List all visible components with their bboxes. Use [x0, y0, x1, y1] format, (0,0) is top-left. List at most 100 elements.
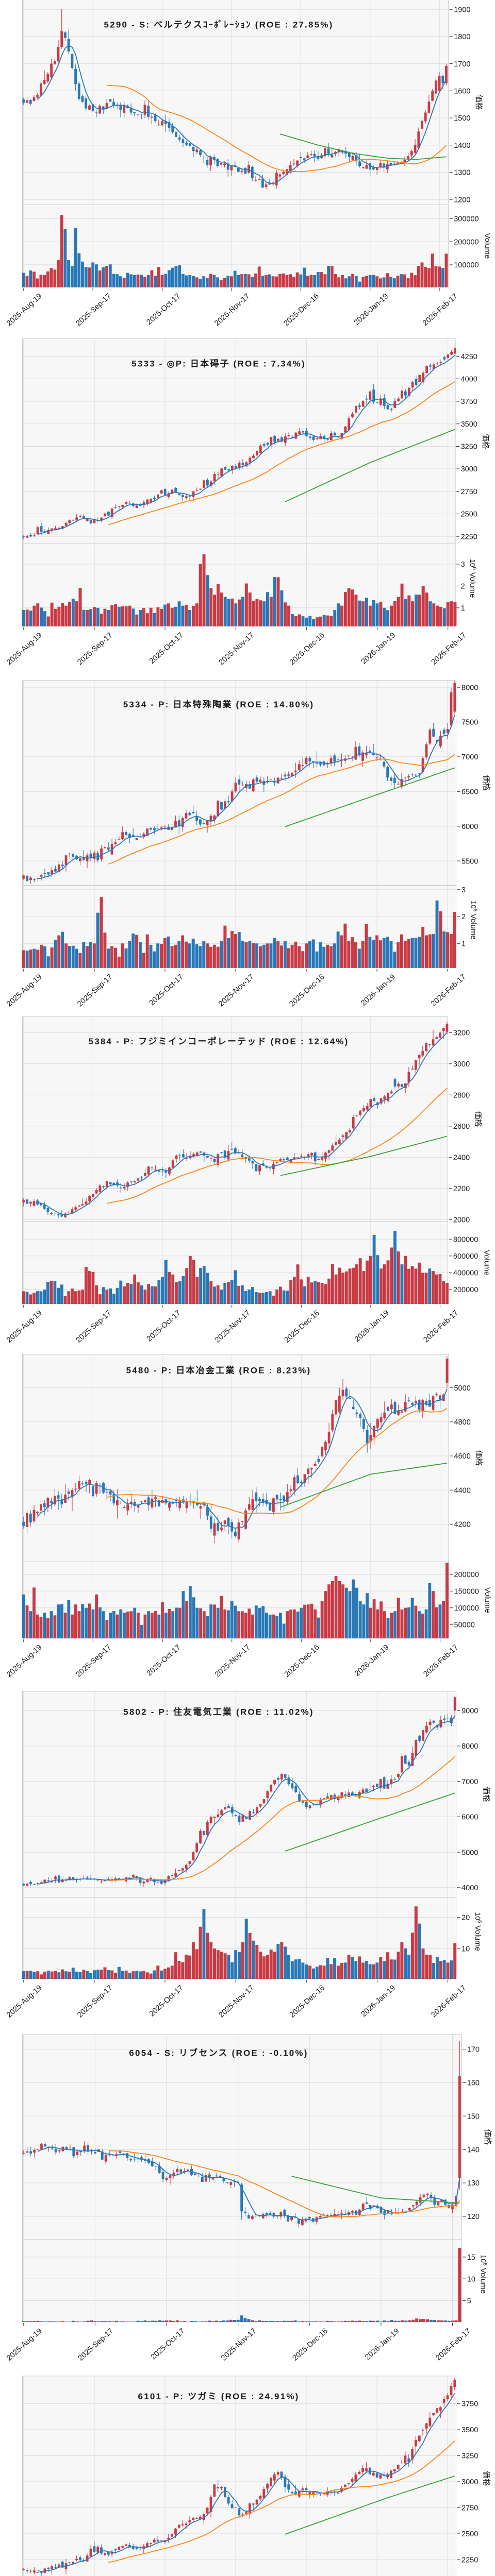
svg-text:6000: 6000 — [461, 823, 478, 831]
svg-text:4600: 4600 — [454, 1452, 471, 1461]
svg-text:2025-Sep-17: 2025-Sep-17 — [76, 973, 114, 1008]
svg-text:2025-Aug-19: 2025-Aug-19 — [5, 1309, 43, 1345]
svg-text:5: 5 — [467, 2297, 471, 2306]
svg-text:3000: 3000 — [453, 1060, 470, 1069]
svg-text:3250: 3250 — [461, 443, 477, 451]
svg-text:4800: 4800 — [454, 1418, 471, 1427]
svg-text:2025-Aug-19: 2025-Aug-19 — [5, 631, 43, 667]
svg-text:2025-Aug-19: 2025-Aug-19 — [5, 2327, 43, 2363]
svg-text:2250: 2250 — [461, 533, 477, 541]
svg-text:2025-Dec-16: 2025-Dec-16 — [288, 631, 326, 667]
svg-text:2025-Sep-17: 2025-Sep-17 — [77, 2327, 115, 2363]
svg-text:400000: 400000 — [453, 1269, 478, 1278]
svg-text:2025-Dec-16: 2025-Dec-16 — [283, 292, 321, 328]
svg-text:2026-Jan-19: 2026-Jan-19 — [353, 1643, 390, 1678]
svg-text:5334 - P: 日本特殊陶業 (ROE : 14.80%: 5334 - P: 日本特殊陶業 (ROE : 14.80%) — [123, 699, 315, 709]
svg-text:800000: 800000 — [453, 1235, 478, 1244]
svg-text:2025-Oct-17: 2025-Oct-17 — [145, 292, 182, 327]
svg-text:2025-Sep-17: 2025-Sep-17 — [76, 1984, 114, 2020]
svg-text:2026-Feb-17: 2026-Feb-17 — [421, 292, 459, 328]
svg-text:3750: 3750 — [461, 2400, 478, 2409]
svg-text:5480 - P: 日本冶金工業 (ROE : 8.23%): 5480 - P: 日本冶金工業 (ROE : 8.23%) — [126, 1365, 311, 1375]
svg-text:Volume: Volume — [473, 1925, 482, 1951]
svg-text:2026-Feb-17: 2026-Feb-17 — [422, 1309, 460, 1345]
svg-text:2025-Dec-16: 2025-Dec-16 — [283, 1309, 321, 1345]
svg-text:1900: 1900 — [454, 6, 470, 14]
svg-text:6500: 6500 — [461, 788, 478, 796]
svg-text:2026-Jan-19: 2026-Jan-19 — [359, 973, 397, 1007]
svg-text:2025-Sep-17: 2025-Sep-17 — [75, 1309, 113, 1345]
svg-text:2250: 2250 — [461, 2556, 478, 2565]
svg-text:600000: 600000 — [453, 1252, 478, 1261]
svg-text:2026-Jan-19: 2026-Jan-19 — [360, 631, 397, 666]
svg-text:120: 120 — [467, 2213, 480, 2221]
svg-text:200000: 200000 — [454, 1571, 479, 1579]
svg-text:価格: 価格 — [474, 1450, 483, 1466]
svg-text:2026-Feb-17: 2026-Feb-17 — [430, 1984, 468, 2020]
svg-text:3: 3 — [461, 886, 466, 894]
svg-text:Volume: Volume — [483, 1587, 492, 1613]
svg-text:2025-Oct-17: 2025-Oct-17 — [145, 1643, 183, 1678]
svg-text:2600: 2600 — [453, 1123, 470, 1131]
svg-text:9000: 9000 — [461, 1707, 478, 1716]
svg-text:2800: 2800 — [453, 1092, 470, 1100]
svg-text:5802 - P: 住友電気工業 (ROE : 11.02%: 5802 - P: 住友電気工業 (ROE : 11.02%) — [123, 1707, 314, 1717]
svg-text:2025-Nov-17: 2025-Nov-17 — [217, 973, 255, 1008]
svg-text:8000: 8000 — [461, 1742, 478, 1751]
svg-text:3500: 3500 — [461, 420, 477, 429]
svg-text:4250: 4250 — [461, 353, 477, 361]
svg-text:価格: 価格 — [474, 1111, 483, 1127]
svg-text:3750: 3750 — [461, 398, 477, 406]
svg-text:200000: 200000 — [453, 1286, 478, 1294]
svg-text:5000: 5000 — [461, 1849, 478, 1857]
svg-text:15: 15 — [467, 2253, 475, 2262]
svg-text:2025-Oct-17: 2025-Oct-17 — [145, 1309, 183, 1344]
svg-text:100000: 100000 — [454, 261, 478, 269]
svg-text:130: 130 — [467, 2179, 480, 2188]
svg-text:1700: 1700 — [454, 60, 470, 69]
svg-text:2025-Nov-17: 2025-Nov-17 — [213, 1309, 252, 1345]
svg-text:2026-Jan-19: 2026-Jan-19 — [364, 2327, 401, 2362]
svg-text:Volume: Volume — [469, 914, 477, 940]
svg-text:2026-Feb-17: 2026-Feb-17 — [422, 1643, 460, 1679]
svg-text:106: 106 — [480, 2255, 488, 2266]
svg-text:2500: 2500 — [461, 511, 477, 519]
svg-text:2025-Oct-17: 2025-Oct-17 — [148, 1984, 185, 2019]
svg-text:10: 10 — [461, 1945, 470, 1953]
svg-text:価格: 価格 — [474, 94, 483, 110]
svg-text:150: 150 — [467, 2112, 480, 2121]
svg-text:2025-Sep-17: 2025-Sep-17 — [75, 1643, 113, 1679]
svg-text:2: 2 — [461, 583, 465, 591]
svg-text:1200: 1200 — [454, 196, 470, 204]
svg-text:1800: 1800 — [454, 33, 470, 41]
svg-text:140: 140 — [467, 2146, 480, 2154]
svg-text:2025-Aug-19: 2025-Aug-19 — [5, 292, 43, 328]
svg-text:2000: 2000 — [453, 1216, 470, 1225]
svg-text:50000: 50000 — [454, 1621, 475, 1629]
svg-text:10: 10 — [467, 2275, 475, 2283]
svg-text:価格: 価格 — [481, 433, 490, 449]
svg-text:106: 106 — [469, 559, 477, 570]
svg-text:2: 2 — [461, 913, 466, 921]
svg-text:200000: 200000 — [454, 238, 478, 246]
svg-text:2025-Nov-17: 2025-Nov-17 — [218, 1984, 256, 2020]
svg-text:3: 3 — [461, 561, 465, 569]
svg-text:5290 - S: ベルテクスｺｰﾎﾟﾚｰｼｮﾝ (ROE: 5290 - S: ベルテクスｺｰﾎﾟﾚｰｼｮﾝ (ROE : 27.85%) — [104, 20, 334, 30]
svg-text:5500: 5500 — [461, 857, 478, 866]
svg-text:2025-Nov-17: 2025-Nov-17 — [218, 631, 256, 667]
svg-text:Volume: Volume — [482, 1250, 491, 1276]
svg-text:300000: 300000 — [454, 215, 478, 224]
svg-text:106: 106 — [469, 901, 477, 912]
svg-text:2750: 2750 — [461, 2504, 478, 2513]
svg-text:価格: 価格 — [482, 775, 491, 791]
svg-text:2026-Feb-17: 2026-Feb-17 — [435, 2327, 473, 2363]
svg-text:5384 - P: フジミインコーポレーテッド (ROE :: 5384 - P: フジミインコーポレーテッド (ROE : 12.64%) — [89, 1036, 349, 1046]
svg-text:2025-Nov-17: 2025-Nov-17 — [220, 2327, 258, 2363]
svg-text:4000: 4000 — [461, 376, 477, 384]
svg-text:Volume: Volume — [483, 233, 492, 259]
svg-text:2026-Jan-19: 2026-Jan-19 — [353, 292, 390, 327]
svg-text:7500: 7500 — [461, 719, 478, 727]
svg-text:106: 106 — [474, 1912, 482, 1923]
svg-text:2025-Dec-16: 2025-Dec-16 — [288, 973, 326, 1008]
svg-text:3500: 3500 — [461, 2426, 478, 2434]
